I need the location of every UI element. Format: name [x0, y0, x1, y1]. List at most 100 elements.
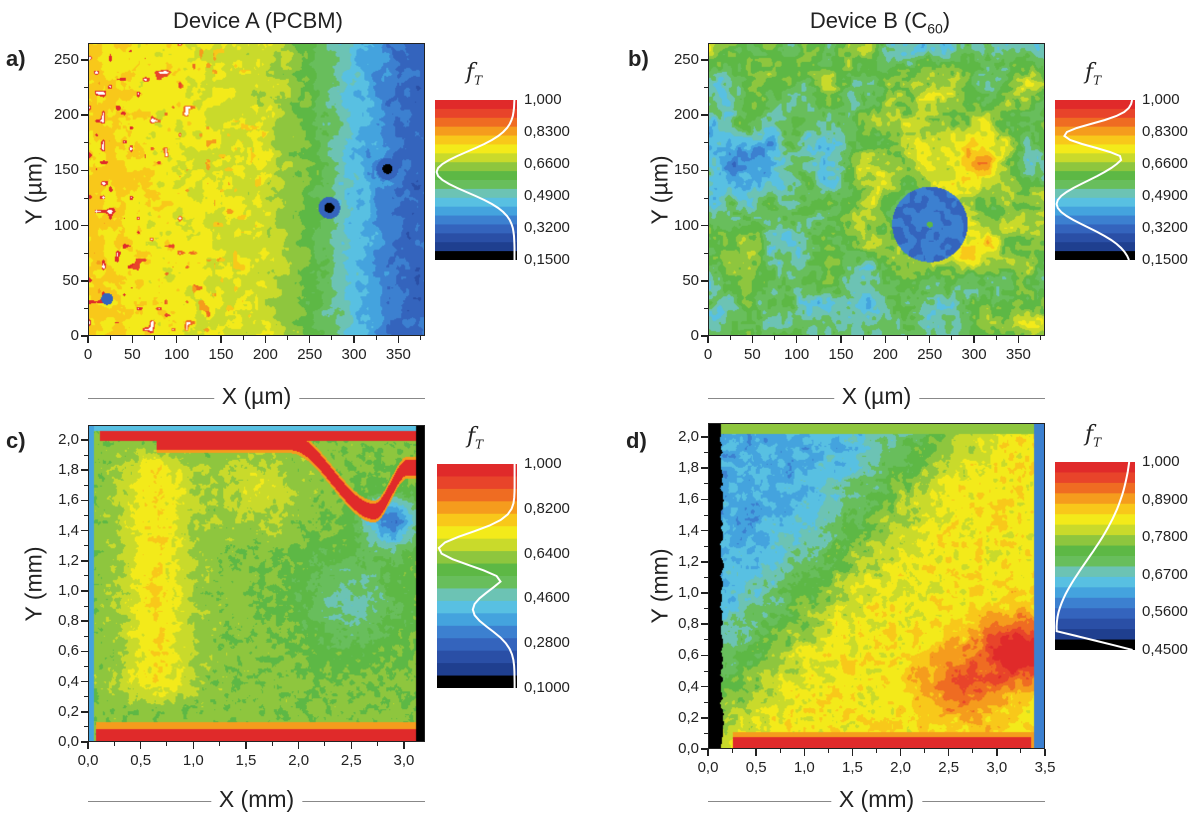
colorbar-tick-label: 0,6600 [1142, 155, 1188, 172]
colorbar-label-main: f [467, 424, 476, 449]
x-tick-label: 1,5 [235, 752, 257, 769]
y-minor-tick [704, 307, 708, 309]
y-tick-mark [701, 467, 708, 469]
x-axis-label: X (mm) [830, 786, 923, 813]
colorbar-label: fT [1085, 422, 1101, 449]
x-minor-tick [166, 742, 168, 746]
y-tick-label: 0,8 [678, 615, 699, 633]
chart-title-end: ) [942, 8, 951, 33]
x-tick-label: 0 [703, 346, 713, 363]
colorbar-label-main: f [1085, 60, 1094, 85]
y-tick-label: 0,0 [678, 740, 699, 757]
y-tick-label: 200 [673, 106, 699, 124]
y-tick-label: 0,4 [58, 672, 79, 690]
colorbar-band [437, 625, 517, 639]
x-minor-tick [198, 336, 200, 340]
y-tick-mark [701, 224, 708, 227]
colorbar-tick-label: 0,1500 [1142, 251, 1188, 268]
x-tick-label: 2,5 [340, 752, 362, 769]
heatmap-plot [88, 425, 425, 742]
y-minor-tick [704, 483, 708, 485]
y-tick-label: 1,6 [678, 490, 699, 508]
x-tick-mark [707, 336, 709, 343]
heatmap-image [709, 424, 1044, 748]
x-tick-label: 0 [83, 346, 93, 363]
y-tick-mark [701, 436, 708, 438]
colorbar-band [1055, 206, 1135, 217]
x-minor-tick [1020, 749, 1022, 753]
x-tick-label: 50 [123, 346, 141, 363]
x-tick-mark [353, 336, 355, 343]
colorbar-band [1055, 639, 1135, 650]
colorbar-band [435, 100, 517, 110]
x-tick-label: 0,0 [697, 759, 719, 776]
colorbar-band [1055, 242, 1135, 252]
colorbar-band [1055, 556, 1135, 568]
colorbar-band [1055, 472, 1135, 484]
x-minor-tick [287, 336, 289, 340]
heatmap-plot [88, 43, 425, 336]
colorbar-band [435, 108, 517, 119]
colorbar-tick-label: 0,1500 [524, 251, 570, 268]
y-tick-mark [81, 59, 88, 61]
y-tick-mark [81, 169, 88, 172]
x-tick-mark [928, 336, 931, 343]
x-tick-label: 3,0 [986, 759, 1008, 776]
y-tick-label: 200 [53, 106, 79, 124]
y-axis-label: Y (µm) [20, 154, 47, 225]
y-tick-mark [81, 741, 88, 743]
y-tick-label: 100 [53, 216, 79, 234]
colorbar-band [1055, 493, 1135, 505]
y-tick-mark [81, 560, 88, 562]
colorbar-band [1055, 233, 1135, 243]
colorbar-label-sub: T [474, 73, 483, 88]
y-tick-label: 1,0 [58, 582, 79, 599]
colorbar-band [435, 188, 517, 199]
colorbar-band [1055, 629, 1135, 641]
x-tick-mark [1017, 336, 1020, 343]
colorbar-tick-label: 0,8200 [524, 499, 570, 517]
y-tick-mark [81, 650, 88, 653]
y-tick-mark [701, 335, 708, 337]
x-minor-tick [324, 742, 326, 746]
x-tick-mark [192, 742, 195, 749]
y-tick-mark [81, 680, 88, 683]
colorbar-band [1055, 618, 1135, 630]
y-tick-mark [81, 590, 88, 592]
colorbar-band [1055, 215, 1135, 226]
y-minor-tick [704, 545, 708, 547]
colorbar-band [1055, 100, 1135, 110]
x-tick-mark [87, 742, 89, 749]
x-tick-mark [840, 336, 842, 343]
x-tick-label: 0,5 [745, 759, 767, 776]
x-tick-mark [707, 749, 709, 756]
distribution-curve [1055, 462, 1133, 650]
colorbar-label-sub: T [1093, 435, 1102, 450]
x-minor-tick [779, 749, 781, 753]
y-minor-tick [84, 575, 88, 577]
x-minor-tick [876, 749, 877, 753]
x-minor-tick [377, 742, 379, 746]
y-minor-tick [84, 545, 88, 547]
colorbar-band [1055, 524, 1135, 536]
colorbar-band [1055, 503, 1135, 515]
y-minor-tick [84, 87, 88, 89]
colorbar-band [1055, 180, 1135, 190]
x-tick-mark [139, 742, 142, 749]
colorbar-band [435, 117, 517, 128]
panel-label: a) [6, 46, 26, 71]
colorbar-band [1055, 462, 1135, 474]
x-minor-tick [1040, 336, 1042, 340]
y-tick-label: 0 [690, 327, 699, 344]
y-minor-tick [704, 701, 708, 703]
colorbar-tick-label: 0,3200 [1142, 219, 1188, 236]
chart-title: Device A (PCBM) [173, 8, 343, 34]
colorbar [437, 464, 517, 688]
colorbar-band [437, 526, 517, 540]
x-tick-label: 200 [252, 346, 278, 363]
colorbar-band [435, 135, 517, 146]
x-tick-label: 50 [743, 346, 761, 363]
y-minor-tick [84, 605, 88, 607]
y-tick-label: 0,6 [58, 642, 79, 660]
colorbar-band [1055, 608, 1135, 620]
